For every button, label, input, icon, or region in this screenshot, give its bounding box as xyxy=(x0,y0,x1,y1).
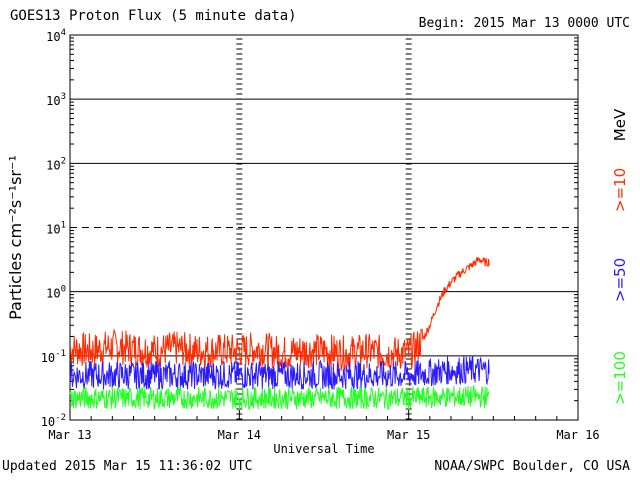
x-tick-label: Mar 13 xyxy=(48,428,91,442)
y-tick-label: 100 xyxy=(46,285,66,301)
series-line xyxy=(69,354,490,391)
series-line xyxy=(69,384,490,411)
y-tick-label: 10-2 xyxy=(41,413,66,429)
legend-entry: >=100 xyxy=(611,351,629,405)
y-tick-label: 10-1 xyxy=(41,349,66,365)
x-tick-label: Mar 14 xyxy=(218,428,261,442)
x-tick-label: Mar 16 xyxy=(556,428,599,442)
credit-label: NOAA/SWPC Boulder, CO USA xyxy=(434,459,630,474)
chart-title: GOES13 Proton Flux (5 minute data) xyxy=(10,8,297,24)
updated-timestamp: Updated 2015 Mar 15 11:36:02 UTC xyxy=(2,459,253,474)
y-tick-label: 101 xyxy=(46,221,66,237)
legend-entry: >=10 xyxy=(611,168,629,212)
y-tick-label: 102 xyxy=(46,156,66,172)
begin-time: Begin: 2015 Mar 13 0000 UTC xyxy=(418,16,630,31)
x-tick-label: Mar 15 xyxy=(387,428,430,442)
y-tick-label: 104 xyxy=(46,28,66,44)
unit-label: MeV xyxy=(611,108,629,141)
y-tick-label: 103 xyxy=(46,92,66,108)
series-line xyxy=(69,257,490,372)
y-axis-label: Particles cm⁻²s⁻¹sr⁻¹ xyxy=(6,155,25,320)
x-axis-label: Universal Time xyxy=(273,442,374,456)
legend-entry: >=50 xyxy=(611,258,629,302)
